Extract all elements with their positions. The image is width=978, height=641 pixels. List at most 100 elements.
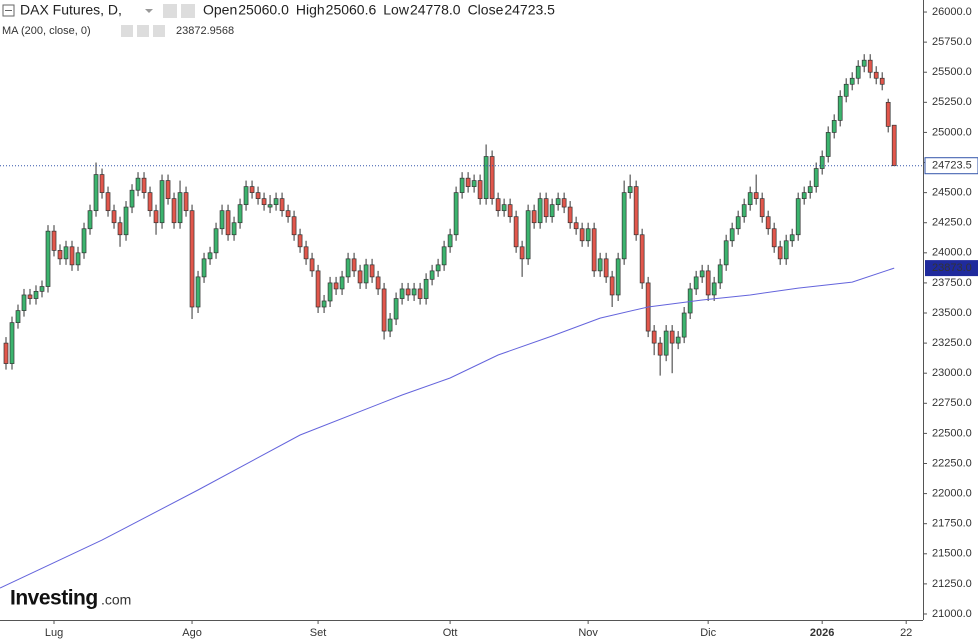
candle-body xyxy=(861,59,867,67)
candle-body xyxy=(189,210,195,308)
ma-name: MA (200, close, 0) xyxy=(2,25,91,37)
candle-body xyxy=(453,192,459,236)
candle-body xyxy=(879,77,885,85)
candle-body xyxy=(777,246,783,260)
legend-label: Close xyxy=(468,2,504,18)
candle-body xyxy=(225,210,231,236)
header: DAX Futures, D, Open 25060.0 High 25060.6 Lo… xyxy=(2,2,555,37)
candle-body xyxy=(609,276,615,296)
y-tick-label: 21000.0 xyxy=(932,608,972,620)
candle-body xyxy=(663,330,669,356)
settings-icon[interactable] xyxy=(153,25,165,37)
candle-body xyxy=(171,198,177,224)
candle-body xyxy=(159,180,165,224)
candle-body xyxy=(399,288,405,299)
candle-body xyxy=(555,198,561,206)
ma-price-box xyxy=(925,260,978,277)
candle-body xyxy=(261,198,267,206)
candle-body xyxy=(363,264,369,284)
collapse-icon[interactable] xyxy=(2,4,15,17)
candle-body xyxy=(249,186,255,193)
candle-body xyxy=(213,228,219,254)
candle-body xyxy=(525,210,531,260)
candle-body xyxy=(267,204,273,208)
candle-body xyxy=(573,222,579,230)
settings-icon[interactable] xyxy=(163,4,177,18)
settings-icon[interactable] xyxy=(137,25,149,37)
candle-body xyxy=(345,258,351,278)
candle-body xyxy=(483,156,489,199)
candle-body xyxy=(321,300,327,308)
candle-body xyxy=(27,294,33,299)
last-price-box xyxy=(924,157,978,175)
candle-body xyxy=(447,234,453,248)
settings-icon[interactable] xyxy=(121,25,133,37)
ohlc-legend: Open 25060.0 High 25060.6 Low 24778.0 Close 247… xyxy=(203,2,555,18)
candle-body xyxy=(117,222,123,236)
candle-body xyxy=(477,180,483,199)
y-tick-label: 23250.0 xyxy=(932,337,972,349)
candle-body xyxy=(681,312,687,338)
candle-body xyxy=(669,330,675,344)
candle-body xyxy=(843,83,849,97)
x-tick-label: 2026 xyxy=(810,627,834,639)
candle-body xyxy=(105,192,111,212)
settings-icon[interactable] xyxy=(181,4,195,18)
candle-body xyxy=(147,192,153,212)
ma-value: 23872.9568 xyxy=(176,25,234,37)
candle-body xyxy=(501,204,507,212)
candle-body xyxy=(297,234,303,248)
candle-body xyxy=(723,240,729,266)
candle-body xyxy=(9,322,15,364)
candle-body xyxy=(279,198,285,212)
candle-body xyxy=(513,216,519,248)
candle-body xyxy=(873,71,879,79)
y-tick-label: 24500.0 xyxy=(932,187,972,199)
candle-body xyxy=(441,246,447,266)
candle-body xyxy=(657,342,663,356)
candle-body xyxy=(327,282,333,302)
candle-body xyxy=(825,132,831,157)
candle-body xyxy=(93,174,99,212)
candle-body xyxy=(813,168,819,187)
candle-body xyxy=(393,298,399,320)
legend-value: 24778.0 xyxy=(410,2,461,18)
y-tick-label: 21250.0 xyxy=(932,578,972,590)
candle-body xyxy=(405,288,411,296)
candle-body xyxy=(627,186,633,193)
candle-body xyxy=(303,246,309,260)
candle-body xyxy=(855,65,861,79)
candle-body xyxy=(333,282,339,290)
candle-body xyxy=(771,228,777,248)
legend-value: 25060.0 xyxy=(238,2,289,18)
x-tick-label: Dic xyxy=(700,627,716,639)
candle-body xyxy=(867,59,873,73)
candle-body xyxy=(531,210,537,224)
candle-body xyxy=(435,264,441,272)
candle-body xyxy=(123,206,129,236)
y-tick-label: 23000.0 xyxy=(932,367,972,379)
candle-body xyxy=(81,228,87,254)
candle-body xyxy=(207,252,213,260)
candle-body xyxy=(549,204,555,218)
logo-text: Investing xyxy=(10,587,98,610)
candle-body xyxy=(885,101,891,127)
legend-value: 25060.6 xyxy=(326,2,377,18)
y-tick-label: 21500.0 xyxy=(932,548,972,560)
candle-body xyxy=(891,124,897,167)
candle-body xyxy=(471,180,477,187)
candle-body xyxy=(561,198,567,208)
x-tick-label: Nov xyxy=(578,627,598,639)
candle-body xyxy=(819,156,825,169)
dropdown-icon[interactable] xyxy=(145,9,153,13)
candle-body xyxy=(381,288,387,332)
candle-body xyxy=(99,174,105,193)
y-tick-label: 25750.0 xyxy=(932,36,972,48)
y-tick-label: 26000.0 xyxy=(932,6,972,18)
candle-body xyxy=(315,270,321,308)
candle-body xyxy=(597,258,603,272)
candle-body xyxy=(3,342,9,364)
candle-body xyxy=(177,192,183,224)
